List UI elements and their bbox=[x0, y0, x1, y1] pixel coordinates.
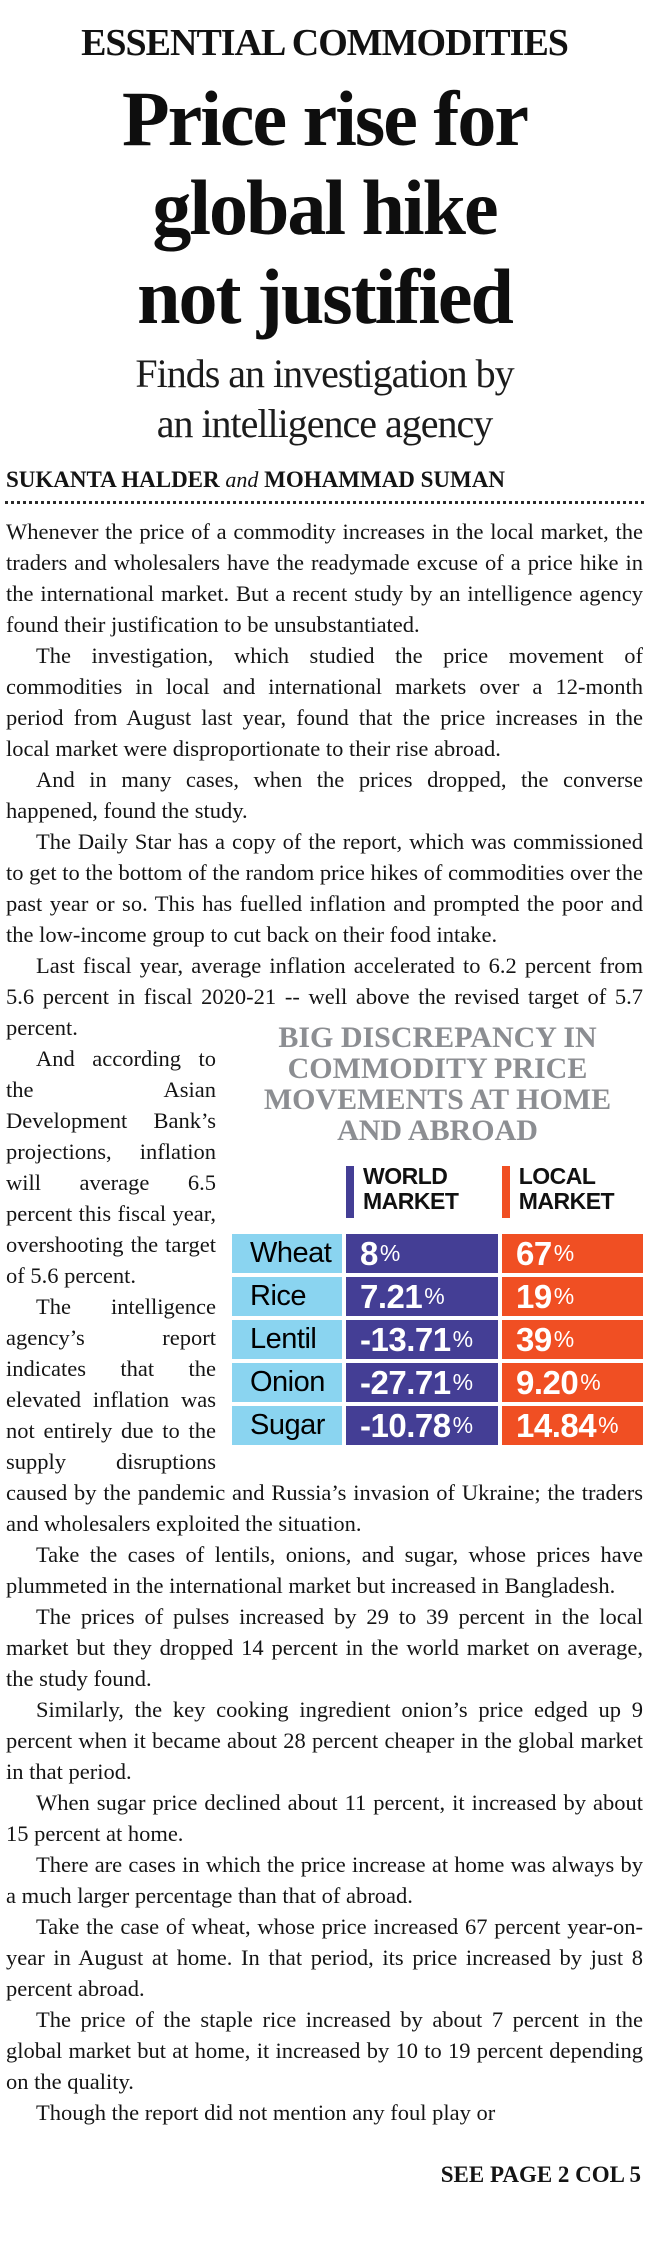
kicker: ESSENTIAL COMMODITIES bbox=[81, 22, 569, 64]
chart-header-spacer bbox=[232, 1164, 342, 1230]
paragraph: Similarly, the key cooking ingredient on… bbox=[6, 1697, 643, 1784]
paragraph: And according to the Asian Development B… bbox=[6, 1046, 216, 1288]
local-market-value: 14.84% bbox=[502, 1406, 643, 1445]
local-market-value: 67% bbox=[502, 1234, 643, 1273]
world-market-value: 8% bbox=[346, 1234, 498, 1273]
world-market-value: -13.71% bbox=[346, 1320, 498, 1359]
headline: Price rise for global hike not justified bbox=[0, 74, 649, 341]
headline-line: not justified bbox=[137, 253, 514, 340]
byline-conjunction: and bbox=[225, 467, 259, 492]
paragraph: Whenever the price of a commodity increa… bbox=[6, 519, 643, 637]
paragraph: The intelligence agency’s report indicat… bbox=[6, 1294, 643, 1536]
dotted-divider bbox=[5, 501, 644, 504]
commodity-price-chart: BIG DISCREPANCY IN COMMODITY PRICE MOVEM… bbox=[232, 1016, 643, 1445]
byline: SUKANTA HALDER and MOHAMMAD SUMAN bbox=[6, 467, 643, 493]
local-market-value: 19% bbox=[502, 1277, 643, 1316]
headline-line: global hike bbox=[152, 164, 498, 251]
byline-author: MOHAMMAD SUMAN bbox=[264, 467, 505, 492]
paragraph-text: the revised target of 5.7 percent. bbox=[6, 984, 643, 1040]
percent-sign: % bbox=[379, 1240, 401, 1266]
continuation-note: SEE PAGE 2 COL 5 bbox=[440, 2162, 641, 2187]
world-market-value: 7.21% bbox=[346, 1277, 498, 1316]
percent-sign: % bbox=[553, 1240, 575, 1266]
percent-sign: % bbox=[452, 1412, 474, 1438]
local-market-header: LOCAL MARKET bbox=[502, 1164, 643, 1230]
paragraph: Take the cases of lentils, onions, and s… bbox=[6, 1542, 643, 1598]
percent-sign: % bbox=[580, 1369, 601, 1395]
local-market-color-bar-icon bbox=[502, 1166, 510, 1218]
world-market-value: -27.71% bbox=[346, 1363, 498, 1402]
commodity-label: Lentil bbox=[232, 1320, 342, 1359]
paragraph: Though the report did not mention any fo… bbox=[36, 2100, 496, 2125]
world-market-label: WORLD MARKET bbox=[363, 1163, 459, 1214]
subhead-line: an intelligence agency bbox=[156, 401, 494, 446]
world-market-value: -10.78% bbox=[346, 1406, 498, 1445]
paragraph: Take the case of wheat, whose price incr… bbox=[6, 1914, 643, 2001]
paragraph-with-chart: Last fiscal year, average inflation acce… bbox=[6, 950, 643, 1445]
byline-author: SUKANTA HALDER bbox=[6, 467, 220, 492]
percent-sign: % bbox=[553, 1326, 575, 1352]
subhead-line: Finds an investigation by bbox=[135, 351, 514, 396]
subhead: Finds an investigation by an intelligenc… bbox=[0, 349, 649, 449]
world-market-color-bar-icon bbox=[346, 1166, 354, 1218]
commodity-label: Wheat bbox=[232, 1234, 342, 1273]
percent-sign: % bbox=[424, 1283, 445, 1309]
paragraph: The investigation, which studied the pri… bbox=[6, 643, 643, 761]
paragraph: When sugar price declined about 11 perce… bbox=[6, 1790, 643, 1846]
paragraph-text: Last fiscal year, average inflation acce… bbox=[6, 953, 643, 1009]
local-market-label: LOCAL MARKET bbox=[518, 1163, 615, 1214]
paragraph: There are cases in which the price incre… bbox=[6, 1852, 643, 1908]
article-body: Whenever the price of a commodity increa… bbox=[0, 516, 649, 2128]
world-market-header: WORLD MARKET bbox=[346, 1164, 498, 1230]
paragraph: The price of the staple rice increased b… bbox=[6, 2007, 643, 2094]
commodity-label: Onion bbox=[232, 1363, 342, 1402]
percent-sign: % bbox=[598, 1412, 619, 1438]
percent-sign: % bbox=[452, 1326, 474, 1352]
chart-title: BIG DISCREPANCY IN COMMODITY PRICE MOVEM… bbox=[263, 1021, 612, 1147]
paragraph: The Daily Star has a copy of the report,… bbox=[6, 829, 643, 947]
local-market-value: 9.20% bbox=[502, 1363, 643, 1402]
commodity-label: Rice bbox=[232, 1277, 342, 1316]
commodity-label: Sugar bbox=[232, 1406, 342, 1445]
percent-sign: % bbox=[452, 1369, 474, 1395]
local-market-value: 39% bbox=[502, 1320, 643, 1359]
percent-sign: % bbox=[553, 1283, 575, 1309]
chart-table: WORLD MARKET LOCAL MARKET Wheat 8% 67% R… bbox=[232, 1164, 643, 1445]
headline-line: Price rise for bbox=[121, 75, 529, 162]
paragraph: And in many cases, when the prices dropp… bbox=[6, 767, 643, 823]
paragraph: The prices of pulses increased by 29 to … bbox=[6, 1604, 643, 1691]
